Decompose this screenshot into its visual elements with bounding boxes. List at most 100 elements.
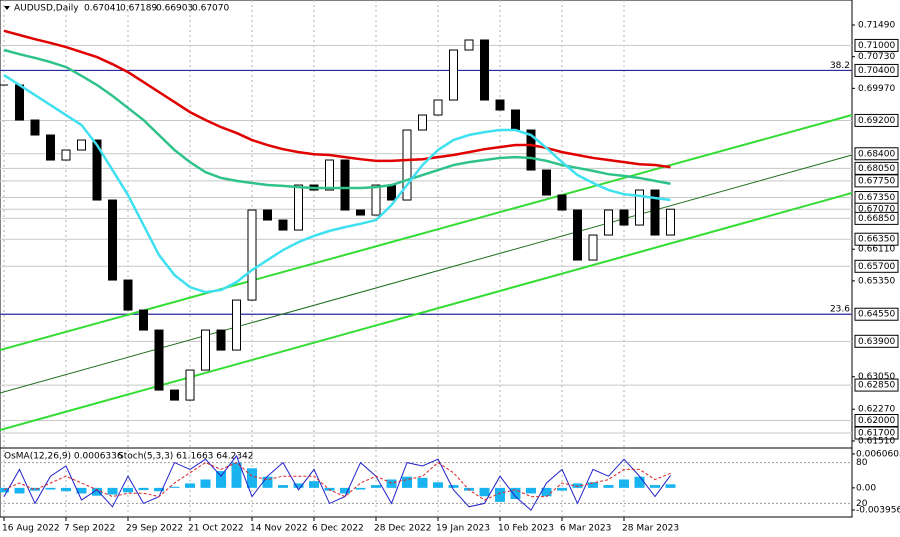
price-bar xyxy=(340,159,350,211)
price-bar xyxy=(325,159,334,191)
price-bar xyxy=(294,184,303,231)
price-bar xyxy=(387,184,396,201)
y-level-label: 0.66850 xyxy=(858,214,895,224)
y-level-label: 0.67070 xyxy=(858,205,895,215)
level-box xyxy=(854,334,899,348)
osma-bar xyxy=(650,485,660,488)
level-box xyxy=(854,38,899,52)
osma-bar xyxy=(293,483,304,488)
price-bar xyxy=(77,139,86,151)
osma-bar xyxy=(123,487,133,493)
price-bar xyxy=(573,209,582,261)
price-bar xyxy=(139,309,148,331)
y2-tick-label: 80 xyxy=(856,458,868,468)
stoch-line xyxy=(3,454,671,511)
price-bar xyxy=(216,329,226,351)
osma-bar xyxy=(61,487,71,492)
osma-bar xyxy=(185,483,195,488)
level-box xyxy=(854,259,899,273)
level-box xyxy=(854,174,899,188)
y-level-label: 0.63900 xyxy=(858,337,895,347)
level-box xyxy=(854,161,899,175)
y-tick-label: 0.00 xyxy=(856,483,876,493)
osma-bar xyxy=(665,484,676,488)
osma-bar xyxy=(14,487,25,494)
osma-bar xyxy=(588,482,598,488)
price-bar xyxy=(650,189,660,236)
osma-bar xyxy=(76,487,87,494)
osma-bar xyxy=(262,476,273,488)
osma-bar xyxy=(510,487,521,500)
x-tick-label: 29 Sep 2022 xyxy=(126,524,183,534)
price-bar xyxy=(619,209,629,226)
osma-bar xyxy=(231,462,242,488)
moving-average xyxy=(3,48,671,190)
trend-line xyxy=(0,191,853,432)
y-level-label: 0.69200 xyxy=(858,116,895,126)
osma-bar xyxy=(433,482,443,488)
price-bar xyxy=(154,329,164,391)
ohlc-close: 0.67070 xyxy=(192,4,229,14)
y-level-label: 0.61700 xyxy=(858,428,895,438)
y-tick-label: 0.63050 xyxy=(858,372,895,382)
y-tick-label: 0.66110 xyxy=(858,245,895,255)
osma-bar xyxy=(526,487,536,494)
price-bar xyxy=(495,99,505,111)
osma-bar xyxy=(572,483,583,488)
stoch-label: Stoch(5,3,3) 61.1663 64.2342 xyxy=(118,452,253,462)
y-level-label: 0.66350 xyxy=(858,235,895,245)
menu-arrow[interactable] xyxy=(4,6,10,10)
x-tick-label: 21 Oct 2022 xyxy=(188,524,244,534)
osma-bar xyxy=(495,487,505,502)
y-level-label: 0.70400 xyxy=(858,66,895,76)
y-tick-label: 0.70730 xyxy=(858,52,895,62)
moving-average xyxy=(3,73,671,294)
fib-label: 23.6 xyxy=(830,305,850,315)
price-bar xyxy=(666,208,675,236)
y-level-label: 0.67750 xyxy=(858,176,895,186)
ohlc-open: 0.67041 xyxy=(84,4,121,14)
price-bar xyxy=(464,39,474,51)
x-tick-label: 16 Aug 2022 xyxy=(2,524,60,534)
price-bar xyxy=(402,129,412,201)
price-bar xyxy=(46,134,55,161)
price-bar xyxy=(588,234,598,261)
osma-bar xyxy=(200,479,211,488)
x-tick-label: 6 Dec 2022 xyxy=(312,524,364,534)
osma-label: OsMA(12,26,9) 0.0006336 xyxy=(4,452,123,462)
price-bar xyxy=(371,184,381,216)
y-level-label: 0.68400 xyxy=(858,149,895,159)
y-tick-label: 0.0060605 xyxy=(856,449,900,459)
osma-bar xyxy=(541,487,552,497)
price-bar xyxy=(185,369,195,401)
osma-bar xyxy=(417,477,428,488)
osma-bar xyxy=(92,487,102,496)
price-bar xyxy=(92,139,102,201)
price-bar xyxy=(557,194,567,211)
price-bar xyxy=(263,209,272,221)
osma-bar xyxy=(603,485,614,488)
osma-bar xyxy=(216,471,226,488)
price-bar xyxy=(480,39,489,101)
osma-bar xyxy=(634,476,645,488)
x-tick-label: 19 Jan 2023 xyxy=(436,524,490,534)
x-tick-label: 7 Sep 2022 xyxy=(64,524,115,534)
trend-line xyxy=(0,154,853,394)
osma-bar xyxy=(309,481,319,488)
x-tick-label: 6 Mar 2023 xyxy=(560,524,611,534)
price-bar xyxy=(418,114,427,131)
osma-bar xyxy=(169,486,180,488)
y-tick-label: 0.65350 xyxy=(858,276,895,286)
price-bar xyxy=(30,119,40,136)
y-level-label: 0.65700 xyxy=(858,262,895,272)
y-level-label: 0.64550 xyxy=(858,310,895,320)
price-bar xyxy=(61,149,71,161)
osma-bar xyxy=(355,487,366,490)
x-tick-label: 28 Dec 2022 xyxy=(374,524,432,534)
osma-bar xyxy=(138,487,149,491)
level-box xyxy=(854,232,899,246)
level-box xyxy=(854,307,899,321)
y-tick-label: 0.69970 xyxy=(858,84,895,94)
y-level-label: 0.71000 xyxy=(858,41,895,51)
